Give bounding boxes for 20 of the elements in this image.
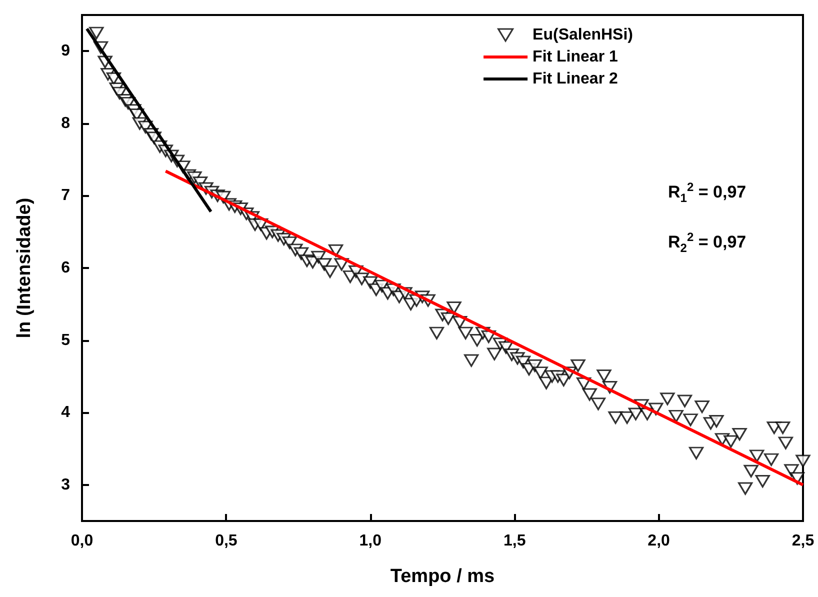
y-tick-label: 4 bbox=[61, 404, 70, 422]
y-tick-label: 6 bbox=[61, 260, 70, 276]
y-tick-label: 3 bbox=[61, 476, 70, 494]
annotation: R$_{1}$$^{2}$ = 0,97 bbox=[668, 180, 746, 206]
y-axis-title: ln (Intensidade) bbox=[14, 198, 35, 338]
x-axis-title: Tempo / ms bbox=[390, 566, 495, 587]
annotation: R$_{2}$$^{2}$ = 0,97 bbox=[668, 230, 746, 256]
x-tick-label: 2,0 bbox=[648, 532, 670, 550]
y-tick-label: 7 bbox=[61, 187, 70, 204]
x-tick-label: 1,5 bbox=[503, 532, 526, 550]
legend-label: Fit Linear 1 bbox=[532, 48, 618, 66]
x-tick-label: 2,5 bbox=[792, 532, 814, 550]
y-tick-label: 9 bbox=[61, 42, 70, 60]
y-tick-label: 8 bbox=[61, 114, 70, 132]
x-tick-label: 0,0 bbox=[70, 532, 94, 550]
legend-label: Eu(SalenHSi) bbox=[532, 26, 634, 44]
y-tick-label: 5 bbox=[61, 332, 70, 349]
x-tick-label: 1,0 bbox=[359, 532, 382, 550]
x-tick-label: 0,5 bbox=[215, 532, 238, 550]
legend-label: Fit Linear 2 bbox=[532, 70, 618, 88]
